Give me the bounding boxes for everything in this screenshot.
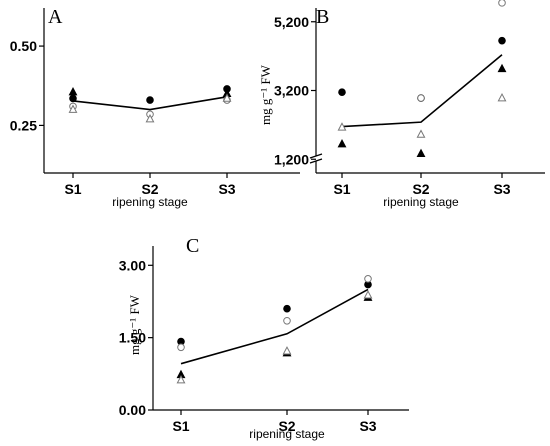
y-tick-label: 3.00 — [119, 257, 146, 273]
x-tick-label: S2 — [412, 181, 429, 197]
y-tick-label: 0.25 — [10, 117, 37, 133]
x-tick-label: S3 — [218, 181, 235, 197]
y-tick-label: 5,200 — [274, 14, 309, 30]
filled-triangle-point — [68, 87, 78, 96]
x-tick-label: S1 — [333, 181, 350, 197]
x-axis-label: ripening stage — [112, 195, 188, 209]
open-triangle-point — [176, 375, 186, 384]
plot-area: 0.25 0.50 S1 S2 S3 ripening stage — [10, 8, 300, 209]
filled-triangle-point — [497, 63, 507, 73]
x-tick-label: S3 — [493, 181, 510, 197]
filled-circle-point — [338, 88, 346, 97]
y-axis-label: mg g⁻¹ FW — [258, 64, 273, 125]
open-triangle-point — [222, 93, 232, 102]
filled-circle-point — [146, 96, 154, 104]
open-circle-point — [417, 94, 425, 102]
x-tick-label: S1 — [64, 181, 81, 197]
x-tick-label: S2 — [141, 181, 158, 197]
plot-area: 1,200 3,200 5,200 S1 S2 S3 ripening stage — [274, 0, 545, 209]
axis-break-mark — [309, 153, 323, 159]
panel-b: B mg g⁻¹ FW 1,200 3,200 5,200 S1 S2 S3 ripenin… — [258, 0, 545, 209]
x-tick-label: S3 — [359, 418, 376, 434]
x-axis-label: ripening stage — [249, 427, 325, 441]
y-tick-label: 0.50 — [10, 38, 37, 54]
filled-circle-point — [283, 304, 291, 313]
panel-letter-a: A — [48, 6, 63, 28]
y-tick-label: 1,200 — [274, 151, 309, 167]
open-triangle-point — [416, 129, 426, 138]
panel-c: C mg g⁻¹ FW 0.00 1.50 3.00 S1 S2 S3 ripening s… — [119, 235, 409, 441]
x-tick-label: S2 — [278, 418, 295, 434]
x-tick-label: S1 — [172, 418, 189, 434]
panel-letter-b: B — [316, 6, 329, 28]
open-circle-point — [498, 0, 506, 7]
mean-line — [72, 96, 228, 111]
open-triangle-point — [337, 122, 347, 131]
open-circle-point — [283, 316, 291, 325]
filled-triangle-point — [337, 139, 347, 148]
open-triangle-point — [68, 104, 78, 113]
filled-triangle-point — [416, 148, 426, 158]
open-triangle-point — [145, 113, 155, 123]
plot-area: 0.00 1.50 3.00 S1 S2 S3 ripening stage — [119, 246, 409, 441]
panel-letter-c: C — [186, 235, 199, 257]
open-circle-point — [364, 275, 372, 283]
mean-line — [180, 288, 369, 365]
open-triangle-point — [497, 92, 507, 102]
axis-break-mark — [309, 158, 323, 164]
open-circle-point — [177, 343, 185, 352]
y-axis-label: mg g⁻¹ FW — [127, 294, 142, 355]
x-axis-label: ripening stage — [383, 195, 459, 209]
open-triangle-point — [282, 346, 292, 355]
mean-line — [341, 54, 503, 128]
axis-break-gap — [310, 156, 322, 161]
y-tick-label: 0.00 — [119, 402, 146, 418]
panel-a: A 0.25 0.50 S1 S2 S3 ripening stage — [10, 6, 300, 209]
y-tick-label: 3,200 — [274, 83, 309, 99]
y-tick-label: 1.50 — [119, 330, 146, 346]
filled-circle-point — [69, 94, 77, 103]
open-triangle-point — [363, 290, 373, 299]
filled-circle-point — [498, 36, 506, 45]
